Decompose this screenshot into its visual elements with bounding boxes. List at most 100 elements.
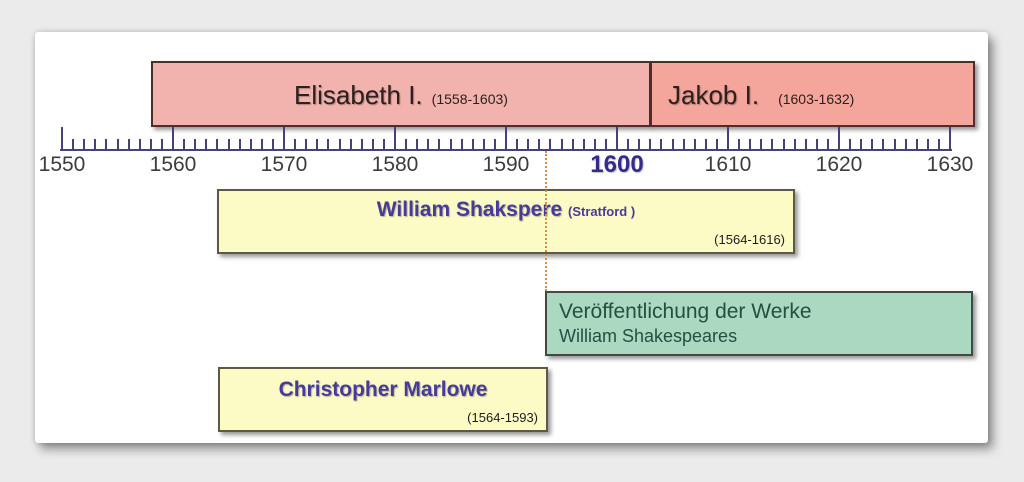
tick-minor — [860, 139, 863, 151]
year-label: 1550 — [38, 153, 86, 176]
tick-minor — [216, 139, 219, 151]
year-label: 1630 — [926, 153, 974, 176]
year-label: 1590 — [482, 153, 530, 176]
reign-bar-elisabeth: Elisabeth I. (1558-1603) — [151, 61, 651, 127]
tick-minor — [516, 139, 519, 151]
timeline-card: Elisabeth I. (1558-1603) Jakob I. (1603-… — [35, 32, 988, 443]
tick-minor — [660, 139, 663, 151]
tick-minor — [793, 139, 796, 151]
tick-minor — [382, 139, 385, 151]
tick-minor — [460, 139, 463, 151]
tick-minor — [94, 139, 97, 151]
tick-minor — [482, 139, 485, 151]
publication-subtitle: William Shakespeares — [559, 326, 738, 346]
tick-minor — [704, 139, 707, 151]
tick-minor — [349, 139, 352, 151]
year-label: 1560 — [149, 153, 197, 176]
tick-minor — [105, 139, 108, 151]
tick-minor — [760, 139, 763, 151]
tick-minor — [271, 139, 274, 151]
shakspere-place: (Stratford ) — [568, 204, 636, 219]
tick-major — [838, 127, 840, 151]
tick-minor — [471, 139, 474, 151]
tick-minor — [671, 139, 674, 151]
tick-minor — [649, 139, 652, 151]
reign-elisabeth-years: (1558-1603) — [431, 91, 508, 107]
reign-elisabeth-name: Elisabeth I. — [294, 80, 423, 110]
tick-minor — [327, 139, 330, 151]
tick-minor — [360, 139, 363, 151]
tick-minor — [127, 139, 130, 151]
year-label: 1570 — [260, 153, 308, 176]
tick-minor — [926, 139, 929, 151]
event-box-shakspere: William Shakspere (Stratford ) (1564-161… — [217, 189, 795, 254]
tick-major — [505, 127, 507, 151]
tick-minor — [427, 139, 430, 151]
shakspere-name: William Shakspere — [376, 198, 563, 221]
tick-minor — [72, 139, 75, 151]
tick-minor — [604, 139, 607, 151]
tick-minor — [871, 139, 874, 151]
tick-minor — [183, 139, 186, 151]
tick-major — [283, 127, 285, 151]
tick-minor — [438, 139, 441, 151]
tick-major — [394, 127, 396, 151]
tick-major — [949, 127, 951, 151]
tick-minor — [771, 139, 774, 151]
reign-bar-jakob: Jakob I. (1603-1632) — [650, 61, 975, 127]
tick-minor — [371, 139, 374, 151]
tick-major — [61, 127, 63, 151]
tick-minor — [571, 139, 574, 151]
tick-minor — [738, 139, 741, 151]
tick-minor — [893, 139, 896, 151]
timeline-ruler: 1550 1560 1570 1580 1590 1600 1610 1620 1630 — [35, 32, 988, 443]
tick-minor — [449, 139, 452, 151]
tick-minor — [160, 139, 163, 151]
tick-minor — [316, 139, 319, 151]
tick-minor — [149, 139, 152, 151]
tick-minor — [715, 139, 718, 151]
marlowe-years: (1564-1593) — [467, 410, 538, 425]
publication-title: Veröffentlichung der Werke — [559, 300, 812, 323]
tick-minor — [338, 139, 341, 151]
year-label: 1620 — [815, 153, 863, 176]
year-label: 1610 — [704, 153, 752, 176]
tick-minor — [116, 139, 119, 151]
tick-minor — [205, 139, 208, 151]
tick-major — [616, 127, 618, 151]
tick-minor — [582, 139, 585, 151]
tick-minor — [904, 139, 907, 151]
tick-minor — [749, 139, 752, 151]
tick-minor — [238, 139, 241, 151]
tick-minor — [593, 139, 596, 151]
tick-minor — [804, 139, 807, 151]
tick-minor — [260, 139, 263, 151]
tick-major — [727, 127, 729, 151]
tick-minor — [493, 139, 496, 151]
shakspere-title: William Shakspere (Stratford ) — [377, 198, 635, 222]
tick-minor — [937, 139, 940, 151]
tick-minor — [227, 139, 230, 151]
tick-minor — [815, 139, 818, 151]
tick-minor — [782, 139, 785, 151]
marker-line-1594 — [545, 151, 547, 291]
tick-minor — [682, 139, 685, 151]
marlowe-name: Christopher Marlowe — [278, 378, 488, 401]
tick-minor — [527, 139, 530, 151]
tick-minor — [549, 139, 552, 151]
shakspere-years: (1564-1616) — [714, 232, 785, 247]
event-box-marlowe: Christopher Marlowe (1564-1593) — [218, 367, 548, 432]
tick-minor — [560, 139, 563, 151]
tick-minor — [693, 139, 696, 151]
reign-jakob-years: (1603-1632) — [778, 91, 855, 107]
tick-minor — [638, 139, 641, 151]
reign-jakob-name: Jakob I. — [668, 80, 760, 110]
tick-minor — [416, 139, 419, 151]
tick-minor — [405, 139, 408, 151]
tick-minor — [849, 139, 852, 151]
tick-minor — [538, 139, 541, 151]
year-label: 1600 — [590, 151, 644, 178]
tick-minor — [249, 139, 252, 151]
tick-minor — [915, 139, 918, 151]
